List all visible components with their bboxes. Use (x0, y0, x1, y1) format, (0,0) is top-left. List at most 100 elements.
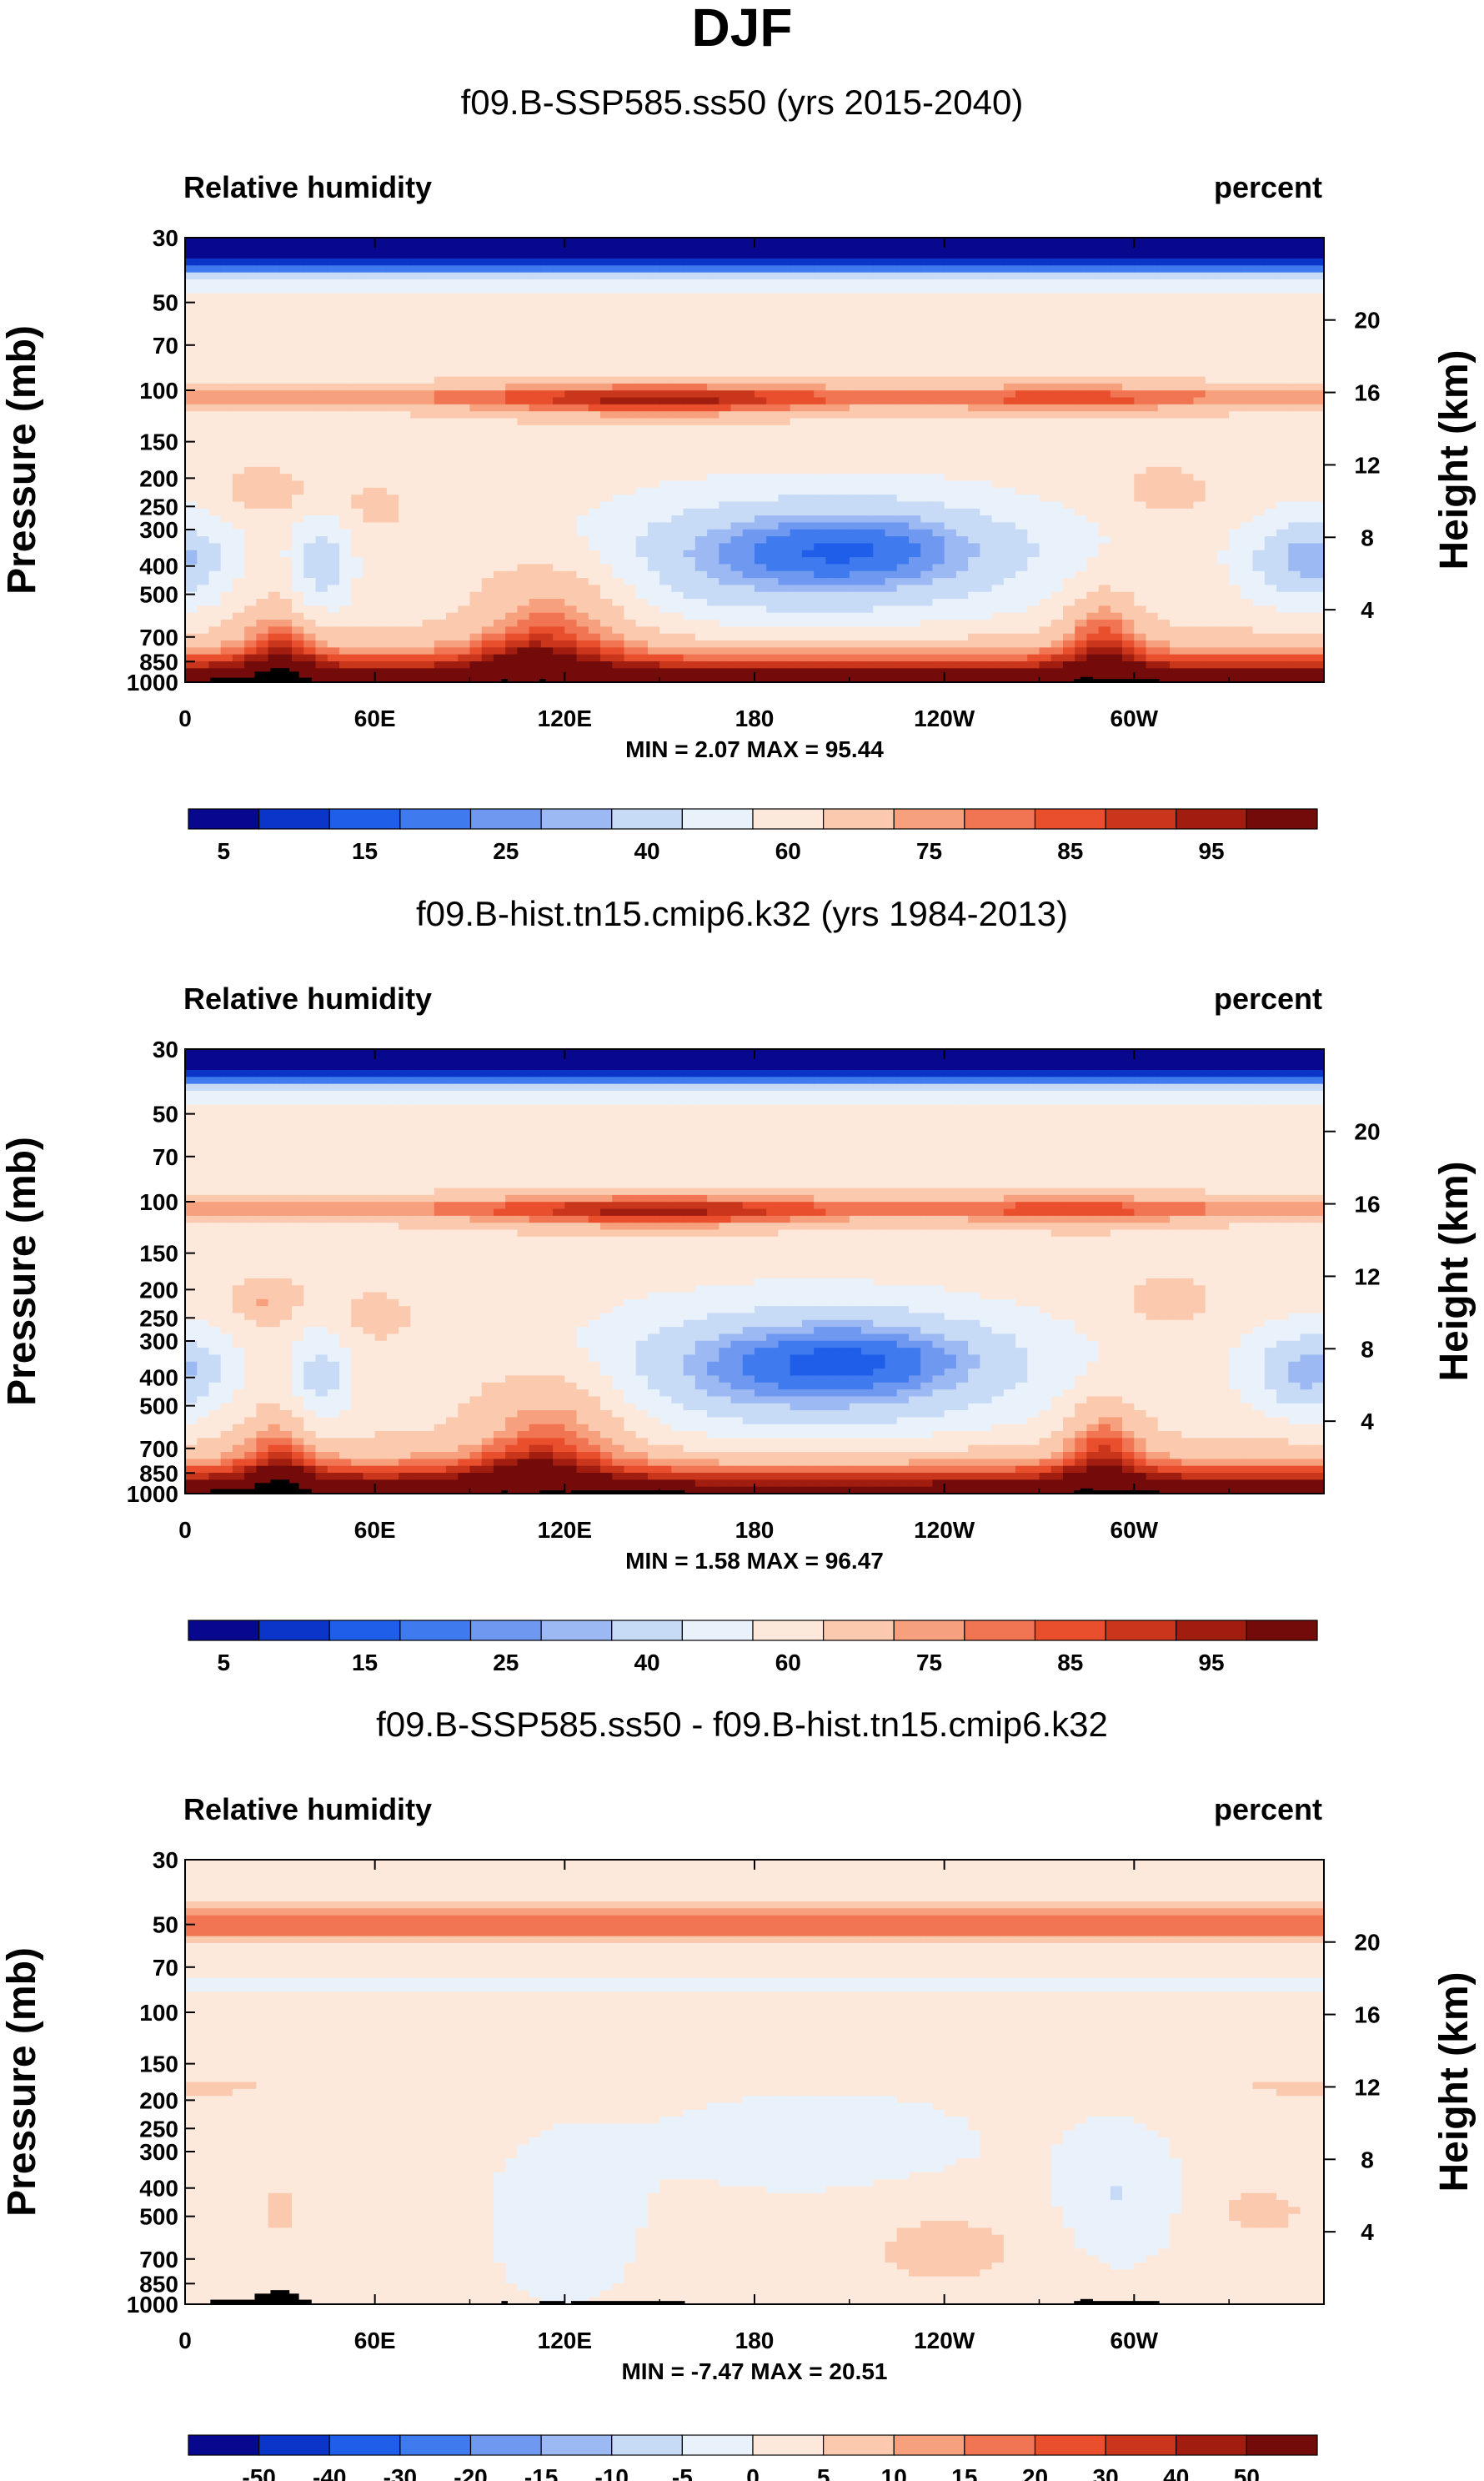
field-cell (386, 654, 399, 662)
field-cell (422, 570, 435, 579)
field-cell (647, 286, 660, 294)
field-cell (1062, 265, 1075, 274)
field-cell (374, 487, 388, 495)
field-cell (1015, 238, 1028, 245)
field-cell (790, 369, 803, 378)
field-cell (920, 299, 934, 308)
field-cell (1086, 522, 1100, 530)
field-cell (1062, 383, 1075, 391)
field-cell (944, 320, 957, 329)
field-cell (624, 349, 637, 357)
field-cell (292, 272, 304, 280)
field-cell (338, 460, 352, 468)
field-cell (505, 529, 519, 537)
field-cell (825, 362, 839, 370)
field-cell (1062, 286, 1075, 294)
field-cell (232, 453, 245, 461)
field-cell (315, 251, 328, 259)
field-cell (232, 369, 245, 378)
field-cell (814, 265, 826, 274)
field-cell (801, 474, 815, 482)
field-cell (576, 495, 589, 503)
field-cell (778, 320, 791, 329)
field-cell (719, 265, 732, 274)
field-cell (932, 418, 945, 426)
field-cell (303, 251, 317, 259)
field-cell (896, 591, 910, 600)
field-cell (576, 612, 589, 620)
field-cell (730, 314, 744, 322)
field-cell (327, 369, 340, 378)
field-cell (220, 272, 233, 280)
field-cell (968, 487, 980, 495)
field-cell (1075, 238, 1088, 245)
field-cell (197, 397, 210, 405)
field-cell (730, 564, 744, 572)
field-cell (588, 570, 601, 579)
field-cell (208, 314, 222, 322)
field-cell (232, 668, 245, 676)
field-cell (386, 495, 399, 503)
field-cell (612, 487, 625, 495)
field-cell (279, 376, 293, 384)
field-cell (659, 432, 672, 440)
field-cell (1098, 591, 1111, 600)
field-cell (719, 376, 732, 384)
field-cell (873, 411, 886, 419)
field-cell (861, 633, 874, 641)
field-cell (268, 279, 281, 287)
field-cell (647, 432, 660, 440)
field-cell (968, 668, 980, 676)
field-cell (576, 432, 589, 440)
field-cell (908, 599, 921, 606)
field-cell (529, 258, 542, 266)
field-cell (303, 501, 317, 510)
field-cell (410, 654, 424, 662)
field-cell (399, 453, 411, 461)
field-cell (197, 299, 210, 308)
field-cell (694, 453, 708, 461)
field-cell (849, 495, 862, 503)
field-cell (469, 591, 483, 600)
field-cell (553, 543, 565, 551)
field-cell (553, 251, 565, 259)
field-cell (446, 536, 459, 545)
field-cell (600, 543, 613, 551)
field-cell (825, 675, 839, 683)
field-cell (469, 369, 483, 378)
field-cell (991, 369, 1005, 378)
field-cell (185, 508, 198, 516)
field-cell (755, 341, 767, 349)
field-cell (351, 543, 364, 551)
field-cell (422, 515, 435, 524)
field-cell (624, 570, 637, 579)
field-cell (671, 501, 684, 510)
field-cell (410, 529, 424, 537)
field-cell (719, 390, 732, 399)
field-cell (434, 557, 447, 565)
field-cell (386, 424, 399, 433)
field-cell (755, 265, 767, 274)
field-cell (944, 675, 957, 683)
field-cell (220, 279, 233, 287)
field-cell (635, 265, 649, 274)
field-cell (493, 460, 506, 468)
field-cell (778, 515, 791, 524)
field-cell (944, 570, 957, 579)
field-cell (517, 536, 530, 545)
field-cell (683, 439, 696, 447)
field-cell (469, 522, 483, 530)
field-cell (849, 445, 862, 454)
field-cell (755, 529, 767, 537)
field-cell (908, 439, 921, 447)
field-cell (493, 564, 506, 572)
field-cell (1027, 557, 1040, 565)
field-cell (256, 362, 269, 370)
field-cell (399, 279, 411, 287)
field-cell (694, 522, 708, 530)
field-cell (790, 508, 803, 516)
field-cell (1075, 432, 1088, 440)
field-cell (920, 418, 934, 426)
field-cell (220, 376, 233, 384)
field-cell (279, 424, 293, 433)
